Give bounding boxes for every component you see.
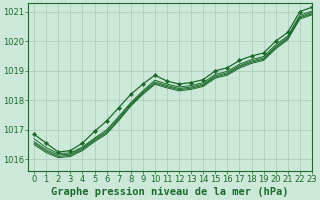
X-axis label: Graphe pression niveau de la mer (hPa): Graphe pression niveau de la mer (hPa) xyxy=(51,187,289,197)
